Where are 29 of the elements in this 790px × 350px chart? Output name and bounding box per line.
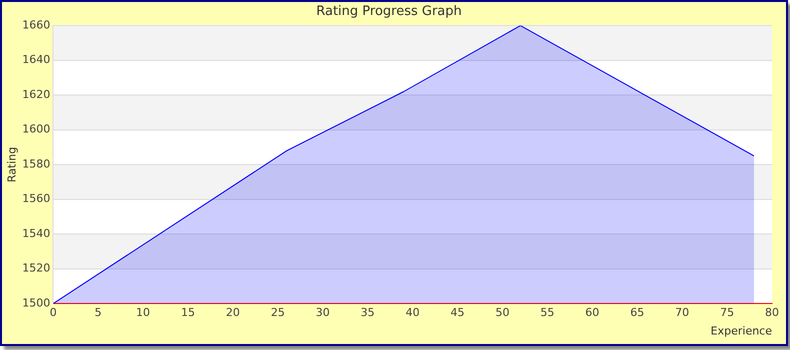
x-tick-label: 75 bbox=[720, 306, 734, 320]
x-tick-label: 5 bbox=[94, 306, 102, 320]
x-tick-label: 70 bbox=[675, 306, 690, 320]
y-tick-label: 1500 bbox=[22, 296, 50, 310]
y-tick-label: 1520 bbox=[22, 262, 50, 275]
x-tick-label: 65 bbox=[630, 306, 644, 320]
chart-title: Rating Progress Graph bbox=[316, 4, 462, 20]
x-tick-label: 30 bbox=[316, 306, 330, 320]
x-tick-label: 10 bbox=[136, 306, 150, 320]
x-tick-label: 45 bbox=[450, 306, 465, 320]
y-axis-title: Rating bbox=[5, 146, 18, 182]
y-tick-label: 1640 bbox=[22, 53, 50, 66]
x-tick-label: 60 bbox=[585, 306, 600, 320]
x-axis-title: Experience bbox=[710, 324, 772, 338]
y-tick-label: 1580 bbox=[22, 157, 50, 170]
y-tick-label: 1660 bbox=[22, 18, 50, 32]
y-tick-label: 1600 bbox=[22, 122, 50, 136]
x-tick-label: 50 bbox=[495, 306, 510, 320]
x-tick-label: 55 bbox=[540, 306, 554, 320]
x-tick-label: 20 bbox=[226, 306, 240, 320]
x-tick-label: 80 bbox=[765, 306, 779, 320]
y-tick-label: 1560 bbox=[22, 192, 50, 206]
x-tick-label: 35 bbox=[360, 306, 375, 320]
y-tick-label: 1540 bbox=[22, 226, 50, 240]
x-tick-label: 25 bbox=[270, 306, 285, 320]
x-tick-label: 15 bbox=[180, 306, 195, 320]
y-tick-label: 1620 bbox=[22, 88, 50, 101]
x-tick-label: 0 bbox=[50, 306, 57, 320]
x-tick-label: 40 bbox=[406, 306, 420, 320]
